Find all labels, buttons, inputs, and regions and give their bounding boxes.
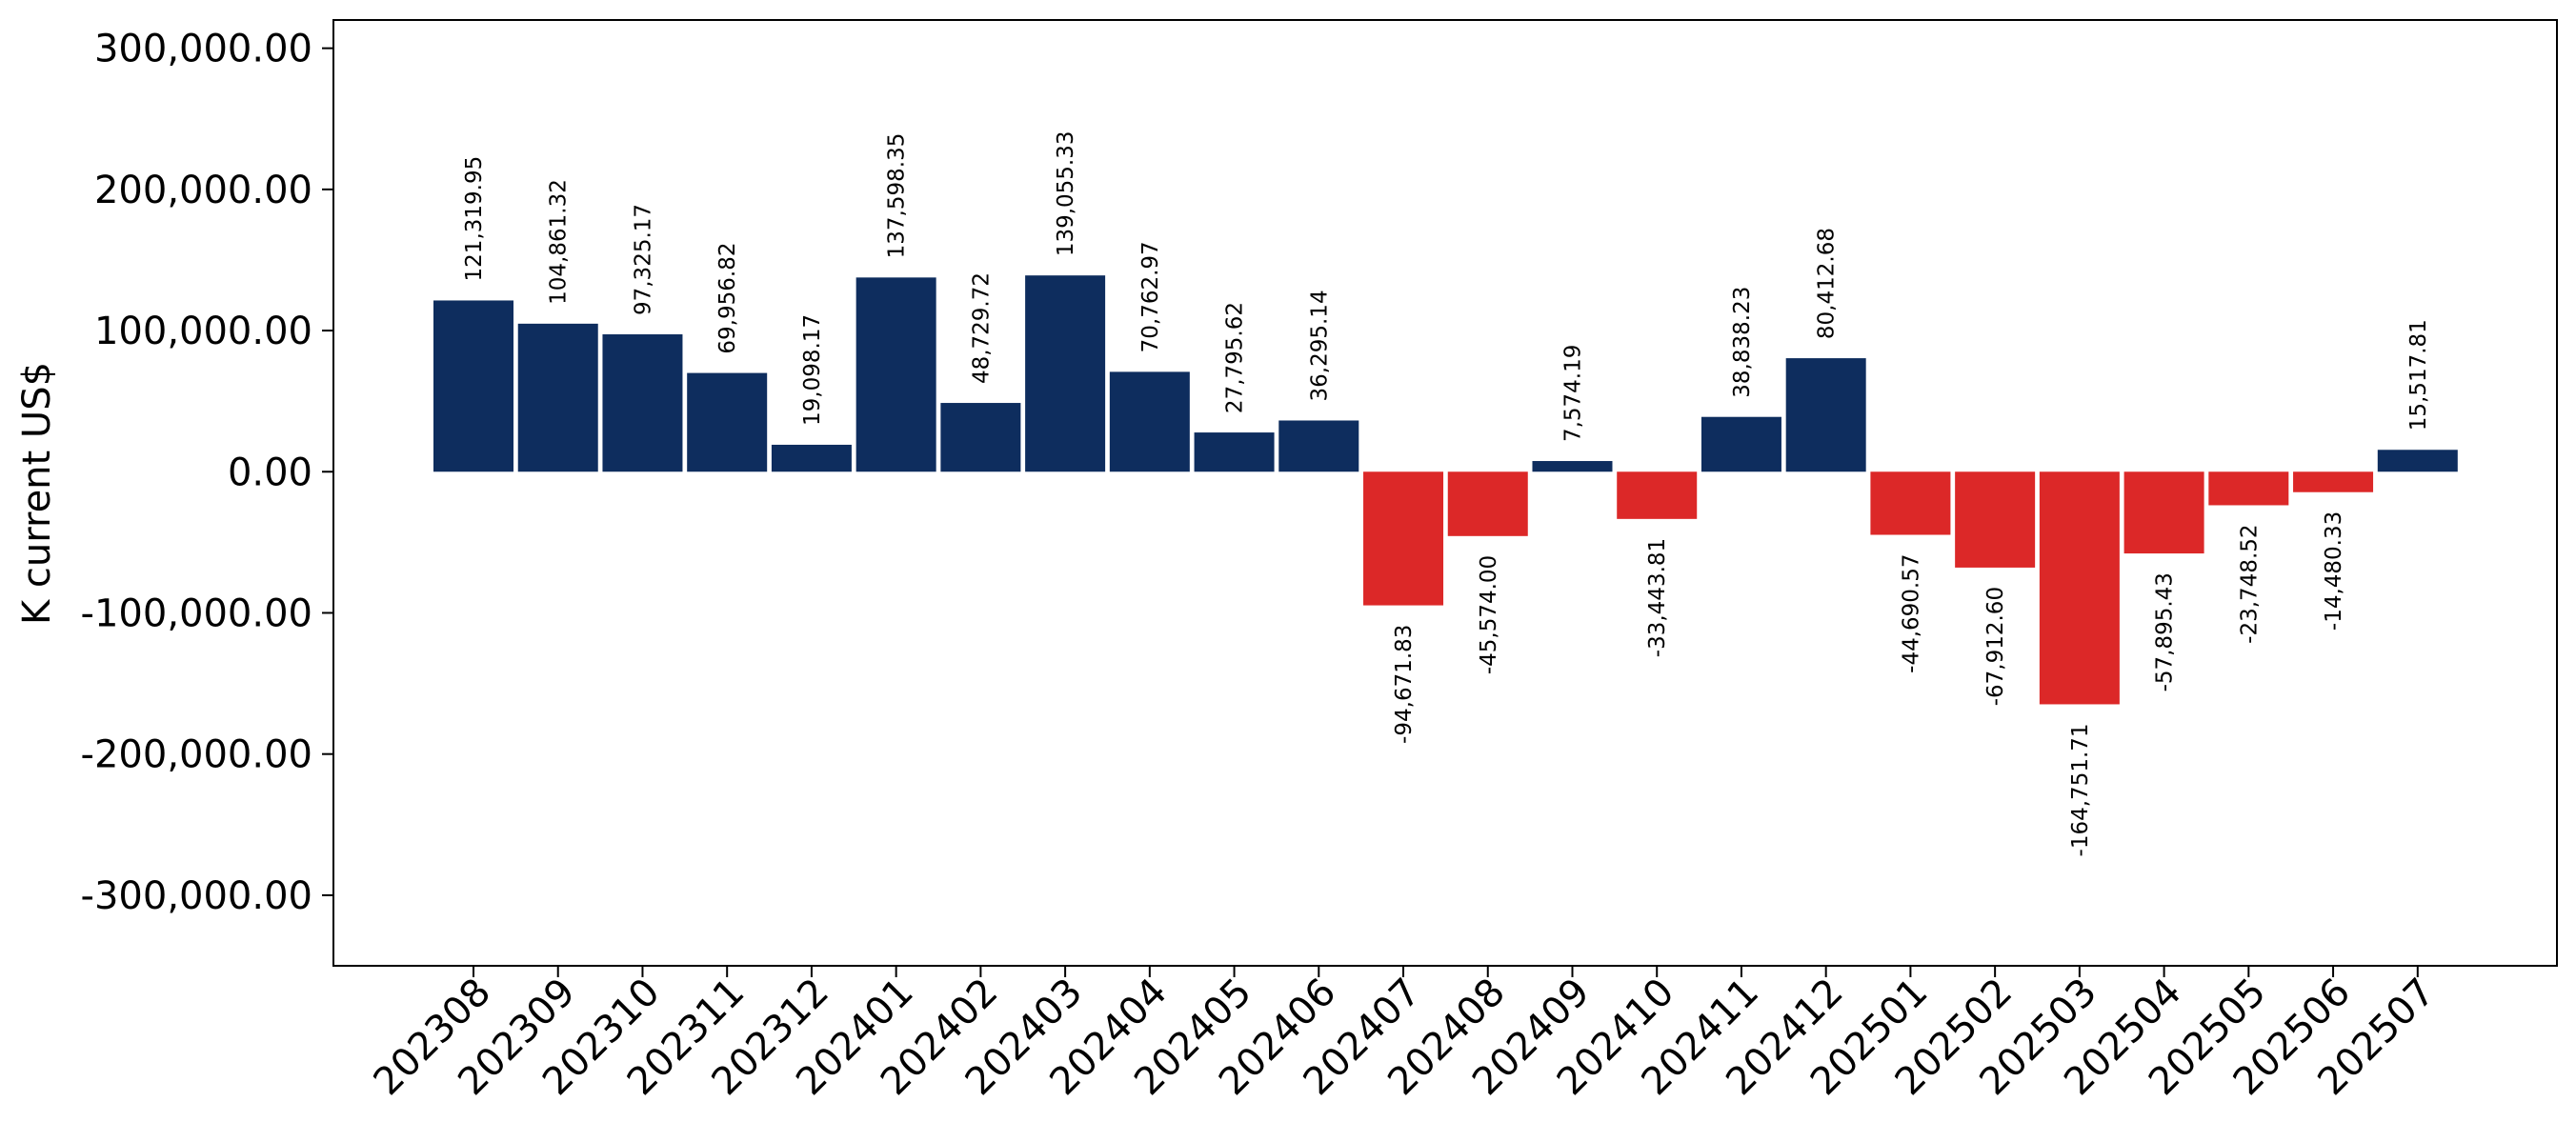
y-axis: -300,000.00 -200,000.00 -100,000.00 0.00 100… [81, 28, 333, 918]
value-label-202412: 80,412.68 [1815, 228, 1840, 339]
bar-202505 [2208, 471, 2289, 506]
y-tick-label: 300,000.00 [94, 28, 312, 71]
value-label-202403: 139,055.33 [1054, 130, 1078, 256]
plot-frame [332, 19, 2558, 967]
y-tick-label: -300,000.00 [81, 874, 312, 918]
bar-202402 [940, 403, 1021, 472]
y-tick-label: 100,000.00 [94, 310, 312, 353]
value-label-202405: 27,795.62 [1223, 302, 1248, 413]
value-label-202311: 69,956.82 [715, 243, 740, 354]
bar-202401 [855, 277, 936, 472]
bar-202506 [2293, 471, 2374, 492]
y-tick-label: -100,000.00 [81, 591, 312, 635]
value-label-202504: -57,895.43 [2153, 572, 2178, 691]
bar-202405 [1194, 432, 1275, 472]
value-label-202310: 97,325.17 [631, 204, 655, 315]
bar-202407 [1363, 471, 1444, 606]
value-label-202410: -33,443.81 [1645, 538, 1670, 657]
value-label-202308: 121,319.95 [462, 156, 487, 282]
bar-202409 [1532, 461, 1613, 472]
bar-202408 [1447, 471, 1528, 536]
value-label-202312: 19,098.17 [800, 314, 825, 426]
value-label-202404: 70,762.97 [1138, 241, 1163, 352]
bar-202412 [1785, 358, 1866, 472]
bar-202504 [2123, 471, 2204, 554]
value-label-202402: 48,729.72 [969, 272, 994, 384]
value-label-202401: 137,598.35 [885, 133, 910, 259]
value-label-202408: -45,574.00 [1477, 555, 1501, 674]
value-label-202407: -94,671.83 [1392, 625, 1417, 744]
bar-202403 [1025, 275, 1106, 472]
bar-202404 [1109, 371, 1190, 472]
value-label-202309: 104,861.32 [547, 179, 572, 305]
value-label-202406: 36,295.14 [1307, 290, 1332, 401]
y-tick-label: 200,000.00 [94, 169, 312, 212]
bars-group [433, 275, 2458, 705]
bar-202411 [1701, 416, 1781, 472]
value-label-202501: -44,690.57 [1899, 554, 1923, 673]
x-axis: 2023082023092023102023112023122024012024… [366, 966, 2444, 1104]
bar-202406 [1278, 420, 1359, 472]
value-label-202409: 7,574.19 [1560, 345, 1585, 442]
value-label-202411: 38,838.23 [1730, 287, 1755, 398]
bar-202503 [2039, 471, 2120, 705]
bar-202502 [1955, 471, 2036, 568]
bar-202310 [602, 334, 683, 472]
value-label-202502: -67,912.60 [1983, 587, 2008, 706]
bar-202501 [1870, 471, 1951, 535]
y-axis-title: K current US$ [15, 362, 59, 625]
y-tick-label: 0.00 [228, 451, 312, 494]
bar-202410 [1617, 471, 1698, 519]
bar-202308 [433, 300, 513, 472]
bar-202312 [771, 444, 852, 472]
value-labels-group: 121,319.95 104,861.32 97,325.17 69,956.82 19… [462, 130, 2431, 856]
y-tick-label: -200,000.00 [81, 733, 312, 777]
value-label-202507: 15,517.81 [2406, 319, 2431, 431]
value-label-202506: -14,480.33 [2322, 511, 2346, 631]
value-label-202503: -164,751.71 [2068, 723, 2093, 856]
bar-202507 [2377, 450, 2458, 472]
bar-202309 [517, 323, 598, 472]
bar-202311 [687, 372, 768, 472]
value-label-202505: -23,748.52 [2237, 524, 2262, 643]
